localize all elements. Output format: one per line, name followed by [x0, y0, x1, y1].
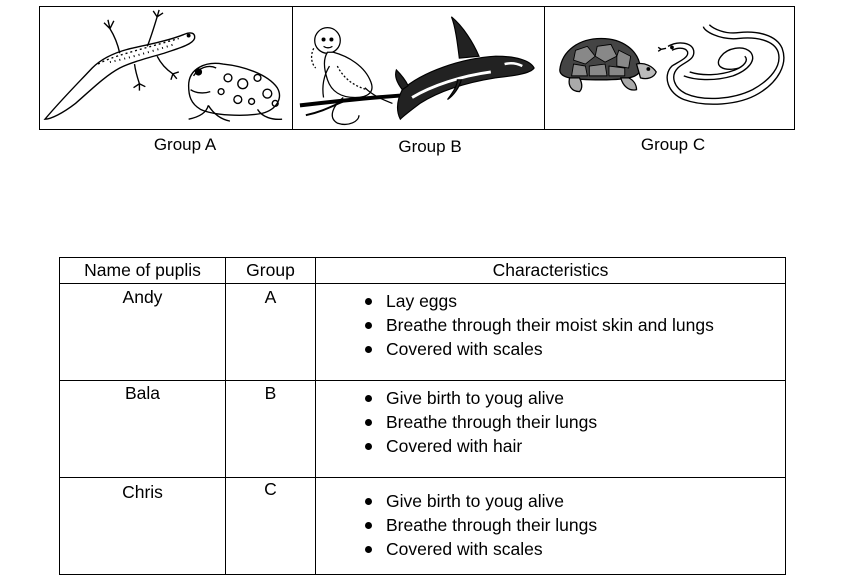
group-cell: A [225, 283, 316, 381]
pupil-name: Bala [124, 383, 161, 403]
characteristics-list: Give birth to youg alive Breathe through… [316, 381, 785, 458]
group-cell: B [225, 380, 316, 478]
group-a-label: Group A [153, 135, 217, 154]
characteristics-list: Give birth to youg alive Breathe through… [316, 478, 785, 561]
pupil-name-cell: Chris [59, 477, 226, 575]
table-row: Bala B Give birth to youg alive Breathe … [59, 380, 786, 478]
group-letter: B [264, 383, 277, 403]
tortoise-icon [559, 37, 657, 93]
characteristics-cell: Give birth to youg alive Breathe through… [315, 380, 786, 478]
group-letter: C [264, 479, 277, 499]
table-header-row: Name of puplis Group Characteristics [59, 257, 786, 284]
pupils-table: Name of puplis Group Characteristics And… [59, 257, 786, 575]
characteristics-cell: Lay eggs Breathe through their moist ski… [315, 283, 786, 381]
characteristics-list: Lay eggs Breathe through their moist ski… [316, 284, 785, 361]
list-item: Breathe through their lungs [316, 513, 785, 537]
list-item: Lay eggs [316, 289, 785, 313]
list-item: Covered with scales [316, 537, 785, 561]
snake-icon [657, 24, 785, 105]
pupil-name-cell: Andy [59, 283, 226, 381]
group-b-picture [292, 6, 545, 130]
group-cell: C [225, 477, 316, 575]
list-item: Breathe through their moist skin and lun… [316, 313, 785, 337]
frog-icon [187, 62, 283, 122]
group-a-picture [39, 6, 293, 130]
lizard-frog-illustration [43, 9, 283, 122]
group-letter: A [264, 287, 277, 307]
monkey-orca-illustration [299, 16, 535, 125]
group-c-label: Group C [640, 135, 706, 154]
list-item: Breathe through their lungs [316, 410, 785, 434]
pupil-name: Chris [122, 482, 163, 502]
pupil-name: Andy [122, 287, 163, 307]
lizard-icon [43, 9, 196, 120]
table-row: Chris C Give birth to youg alive Breathe… [59, 477, 786, 575]
orca-icon [395, 16, 535, 121]
header-name: Name of puplis [59, 257, 226, 284]
list-item: Covered with hair [316, 434, 785, 458]
list-item: Give birth to youg alive [316, 386, 785, 410]
table-row: Andy A Lay eggs Breathe through their mo… [59, 283, 786, 381]
pupil-name-cell: Bala [59, 380, 226, 478]
group-b-label: Group B [398, 137, 462, 156]
group-c-picture [544, 6, 795, 130]
characteristics-cell: Give birth to youg alive Breathe through… [315, 477, 786, 575]
list-item: Give birth to youg alive [316, 489, 785, 513]
header-group: Group [225, 257, 316, 284]
list-item: Covered with scales [316, 337, 785, 361]
header-characteristics: Characteristics [315, 257, 786, 284]
tortoise-snake-illustration [559, 24, 785, 105]
monkey-icon [299, 27, 401, 125]
